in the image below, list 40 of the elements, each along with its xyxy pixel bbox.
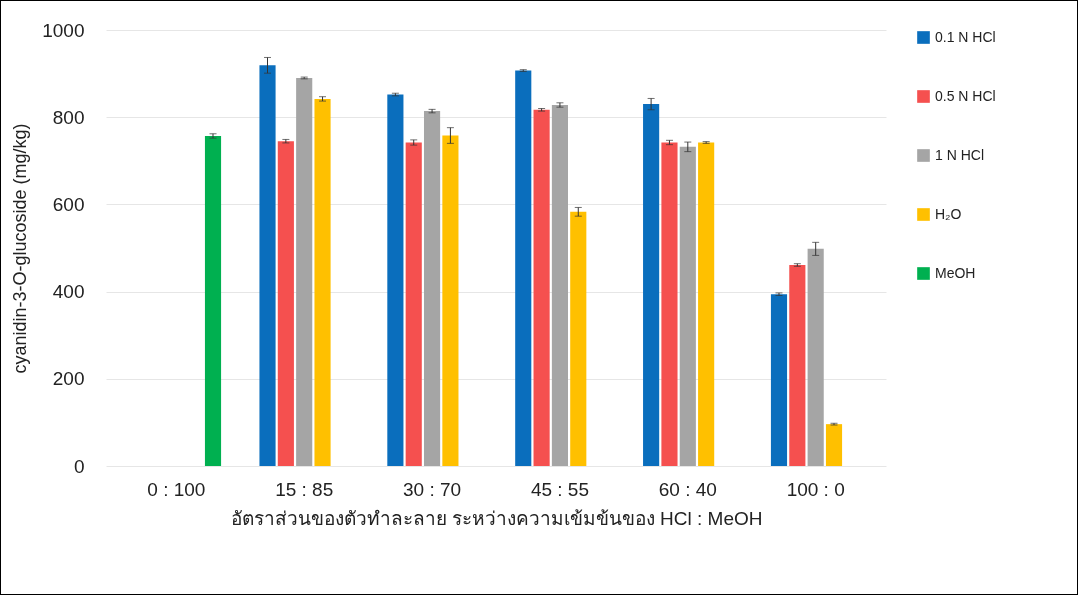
y-tick-label: 0 <box>73 455 85 477</box>
bar <box>387 94 404 466</box>
bar <box>442 135 459 466</box>
bar <box>533 109 550 466</box>
bar <box>770 294 788 466</box>
x-tick-label: 0 : 100 <box>147 478 206 500</box>
x-tick-label: 60 : 40 <box>658 478 717 500</box>
bar <box>424 111 441 466</box>
bar <box>698 142 715 466</box>
x-tick-label: 15 : 85 <box>275 478 334 500</box>
y-tick-label: 800 <box>52 106 85 128</box>
legend-label: 1 N HCl <box>935 146 985 163</box>
bar <box>825 424 843 466</box>
bar <box>296 77 313 466</box>
x-tick-label: 30 : 70 <box>403 478 462 500</box>
x-tick-label: 100 : 0 <box>786 478 845 500</box>
legend-label: 0.1 N HCl <box>935 28 996 45</box>
bar <box>789 265 806 466</box>
bar <box>405 142 422 466</box>
bar <box>314 98 331 466</box>
bar <box>679 146 696 466</box>
bar <box>204 135 222 466</box>
x-axis-title: อัตราส่วนของตัวทำละลาย ระหว่างความเข้มข้นของ HCl : MeOH <box>230 507 763 529</box>
y-tick-label: 200 <box>52 368 85 390</box>
x-tick-label: 45 : 55 <box>530 478 589 500</box>
y-tick-label: 1000 <box>42 19 85 41</box>
y-axis-title: cyanidin-3-O-glucoside (mg/kg) <box>10 123 31 374</box>
bar <box>259 65 276 466</box>
y-tick-label: 600 <box>52 193 85 215</box>
bar <box>570 211 587 466</box>
legend-label: 0.5 N HCl <box>935 87 996 104</box>
legend-label: H₂O <box>935 205 962 222</box>
bar <box>807 248 824 466</box>
bar <box>661 142 678 466</box>
bar <box>515 70 532 466</box>
bar <box>277 141 294 466</box>
bar <box>643 104 660 466</box>
y-tick-label: 400 <box>52 281 85 303</box>
legend-label: MeOH <box>935 264 976 281</box>
bar <box>551 104 568 466</box>
